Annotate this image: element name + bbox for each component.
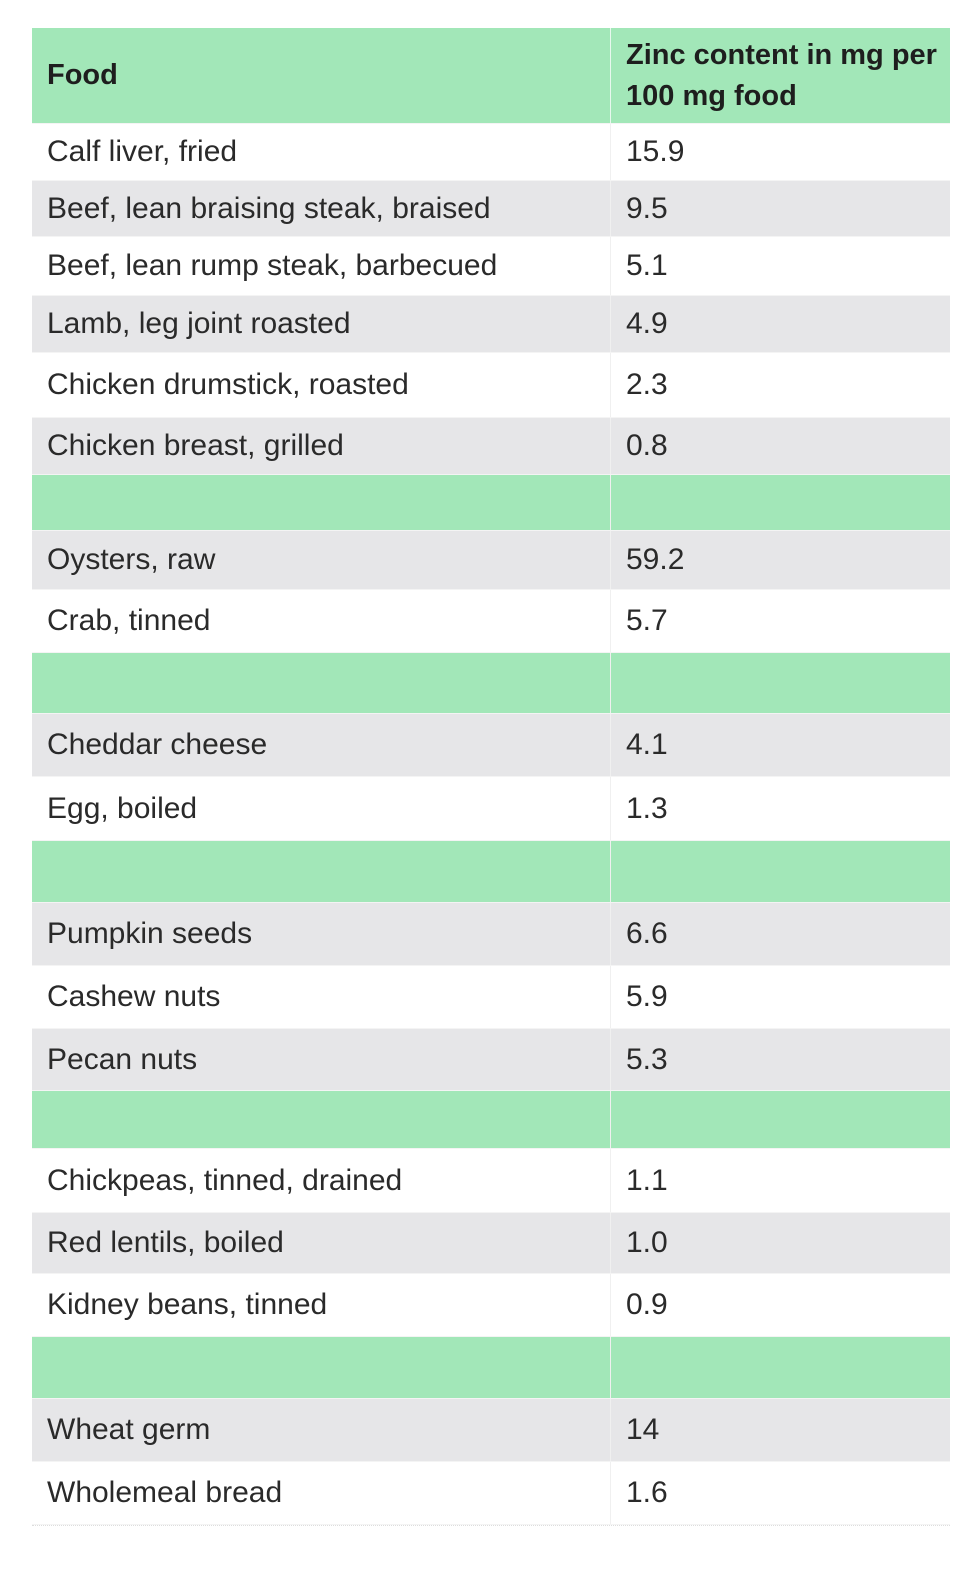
- header-zinc-content: Zinc content in mg per 100 mg food: [626, 38, 937, 112]
- zinc-cell: 5.1: [626, 249, 668, 282]
- section-divider-row: [32, 841, 950, 903]
- food-cell: Egg, boiled: [32, 777, 611, 840]
- food-cell: Chicken drumstick, roasted: [32, 353, 611, 417]
- food-cell: [32, 1337, 611, 1398]
- table-row: Crab, tinned 5.7: [32, 590, 950, 653]
- food-cell: Red lentils, boiled: [32, 1213, 611, 1273]
- food-cell: Kidney beans, tinned: [32, 1274, 611, 1336]
- zinc-cell: 15.9: [626, 135, 685, 168]
- zinc-cell: 5.7: [626, 604, 668, 637]
- header-food: Food: [32, 28, 611, 123]
- table-row: Pumpkin seeds 6.6: [32, 903, 950, 966]
- table-row: Pecan nuts 5.3: [32, 1029, 950, 1091]
- zinc-cell: [611, 1091, 950, 1148]
- zinc-content-table: Food Zinc content in mg per 100 mg food …: [32, 28, 950, 1526]
- zinc-cell: 1.6: [626, 1476, 668, 1509]
- zinc-cell: [611, 841, 950, 902]
- table-row: Lamb, leg joint roasted 4.9: [32, 296, 950, 353]
- zinc-cell: 4.1: [626, 728, 668, 761]
- table-row: Kidney beans, tinned 0.9: [32, 1274, 950, 1337]
- food-cell: [32, 475, 611, 530]
- table-body: Calf liver, fried 15.9 Beef, lean braising…: [32, 124, 950, 1525]
- food-cell: Calf liver, fried: [32, 124, 611, 180]
- food-cell: Cheddar cheese: [32, 714, 611, 776]
- section-divider-row: [32, 653, 950, 714]
- zinc-cell: 9.5: [626, 191, 668, 225]
- food-cell: Pumpkin seeds: [32, 903, 611, 965]
- zinc-cell: 59.2: [626, 543, 685, 576]
- zinc-cell: 5.3: [626, 1042, 668, 1076]
- zinc-cell: [611, 1337, 950, 1398]
- zinc-cell: 4.9: [626, 307, 668, 340]
- zinc-cell: 0.9: [626, 1288, 668, 1321]
- food-cell: [32, 841, 611, 902]
- zinc-cell: 1.0: [626, 1226, 668, 1259]
- section-divider-row: [32, 1337, 950, 1399]
- table-row: Wheat germ 14: [32, 1399, 950, 1462]
- zinc-cell: 5.9: [626, 980, 668, 1013]
- table-row: Red lentils, boiled 1.0: [32, 1213, 950, 1274]
- table-row: Egg, boiled 1.3: [32, 777, 950, 841]
- food-cell: Chicken breast, grilled: [32, 418, 611, 474]
- zinc-cell: 2.3: [626, 368, 668, 401]
- table-row: Chicken breast, grilled 0.8: [32, 418, 950, 475]
- zinc-cell: 1.1: [626, 1163, 668, 1197]
- table-row: Oysters, raw 59.2: [32, 531, 950, 590]
- table-row: Chickpeas, tinned, drained 1.1: [32, 1149, 950, 1213]
- table-row: Wholemeal bread 1.6: [32, 1462, 950, 1525]
- food-cell: Oysters, raw: [32, 531, 611, 589]
- food-cell: Chickpeas, tinned, drained: [32, 1149, 611, 1212]
- section-divider-row: [32, 1091, 950, 1149]
- food-cell: Cashew nuts: [32, 966, 611, 1028]
- food-cell: Wheat germ: [32, 1399, 611, 1461]
- food-cell: Pecan nuts: [32, 1029, 611, 1090]
- table-row: Cheddar cheese 4.1: [32, 714, 950, 777]
- table-row: Chicken drumstick, roasted 2.3: [32, 353, 950, 418]
- zinc-cell: [611, 475, 950, 530]
- food-cell: Crab, tinned: [32, 590, 611, 652]
- food-cell: Beef, lean braising steak, braised: [32, 181, 611, 236]
- table-row: Calf liver, fried 15.9: [32, 124, 950, 181]
- zinc-cell: [611, 653, 950, 713]
- food-cell: [32, 1091, 611, 1148]
- zinc-cell: 1.3: [626, 791, 668, 825]
- zinc-cell: 14: [626, 1413, 660, 1446]
- food-cell: [32, 653, 611, 713]
- table-row: Beef, lean braising steak, braised 9.5: [32, 181, 950, 237]
- table-row: Beef, lean rump steak, barbecued 5.1: [32, 237, 950, 296]
- food-cell: Beef, lean rump steak, barbecued: [32, 237, 611, 295]
- food-cell: Wholemeal bread: [32, 1462, 611, 1524]
- section-divider-row: [32, 475, 950, 531]
- zinc-cell: 0.8: [626, 429, 668, 462]
- zinc-cell: 6.6: [626, 917, 668, 950]
- table-header-row: Food Zinc content in mg per 100 mg food: [32, 28, 950, 124]
- table-row: Cashew nuts 5.9: [32, 966, 950, 1029]
- food-cell: Lamb, leg joint roasted: [32, 296, 611, 352]
